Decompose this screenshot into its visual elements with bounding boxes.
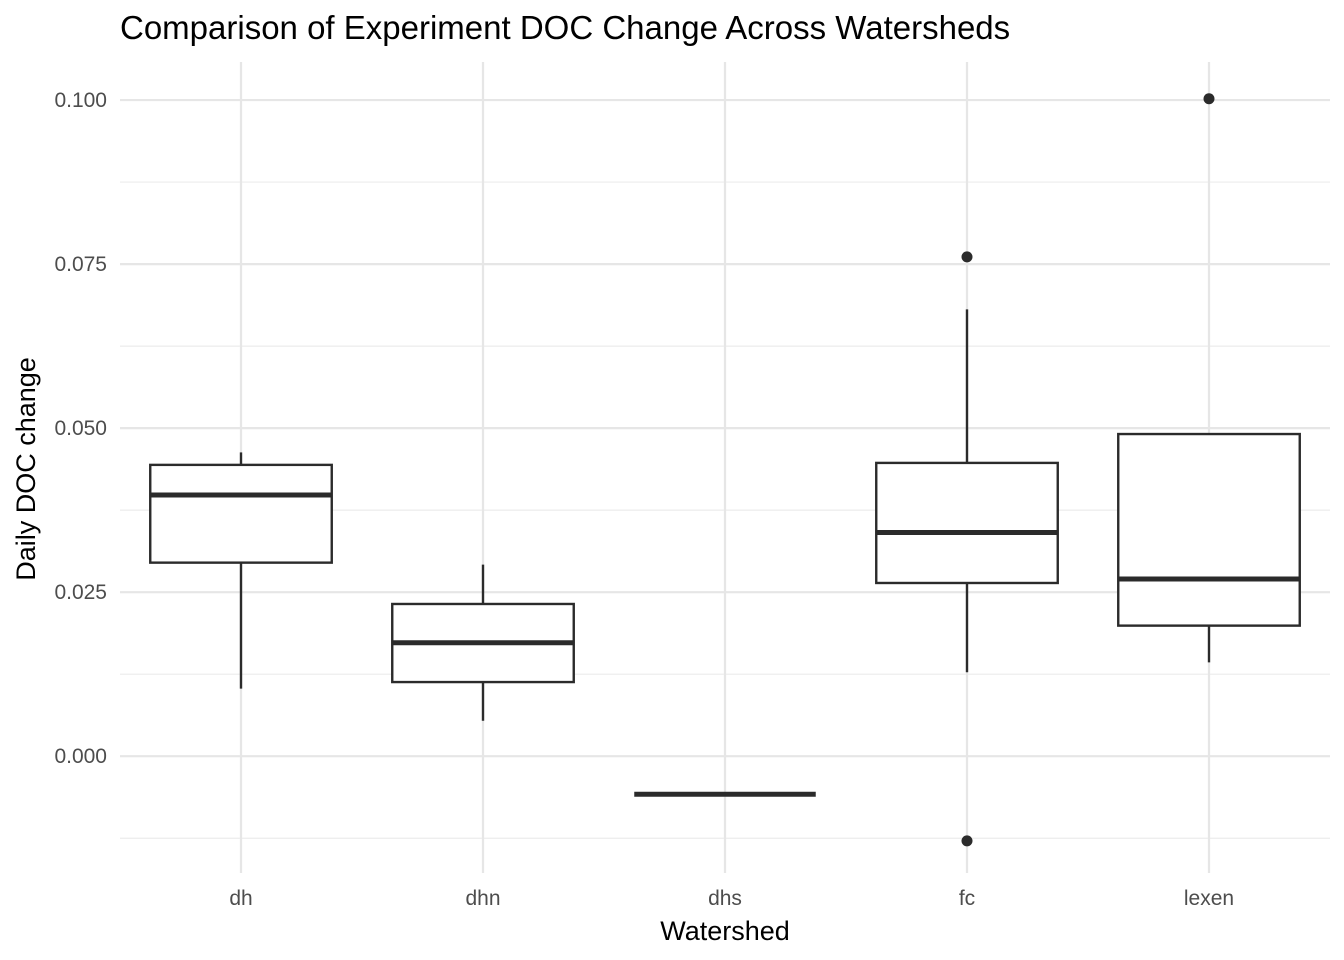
iqr-box bbox=[875, 461, 1059, 585]
y-tick-label: 0.000 bbox=[54, 745, 107, 768]
x-tick-label: dh bbox=[229, 887, 252, 910]
x-tick-label: fc bbox=[959, 887, 975, 910]
x-tick-label: dhs bbox=[708, 887, 742, 910]
box-group-fc bbox=[875, 251, 1059, 847]
outlier-point bbox=[961, 835, 973, 847]
x-tick-label: dhn bbox=[465, 887, 500, 910]
iqr-box bbox=[1117, 432, 1301, 627]
x-axis-title: Watershed bbox=[660, 916, 790, 946]
y-tick-label: 0.050 bbox=[54, 417, 107, 440]
x-tick-label: lexen bbox=[1184, 887, 1234, 910]
y-tick-label: 0.100 bbox=[54, 89, 107, 112]
outlier-point bbox=[1203, 93, 1215, 105]
iqr-box bbox=[149, 463, 333, 564]
box-group-dhn bbox=[391, 564, 575, 721]
x-axis-ticks: dh dhn dhs fc lexen bbox=[229, 887, 1234, 910]
box-group-dh bbox=[149, 452, 333, 689]
box-group-lexen bbox=[1117, 93, 1301, 663]
y-tick-label: 0.025 bbox=[54, 581, 107, 604]
y-axis-title: Daily DOC change bbox=[11, 357, 41, 581]
outlier-point bbox=[961, 251, 973, 263]
chart-title: Comparison of Experiment DOC Change Acro… bbox=[120, 9, 1010, 46]
boxes bbox=[149, 93, 1301, 847]
y-tick-label: 0.075 bbox=[54, 253, 107, 276]
y-axis-ticks: 0.000 0.025 0.050 0.075 0.100 bbox=[54, 89, 107, 768]
